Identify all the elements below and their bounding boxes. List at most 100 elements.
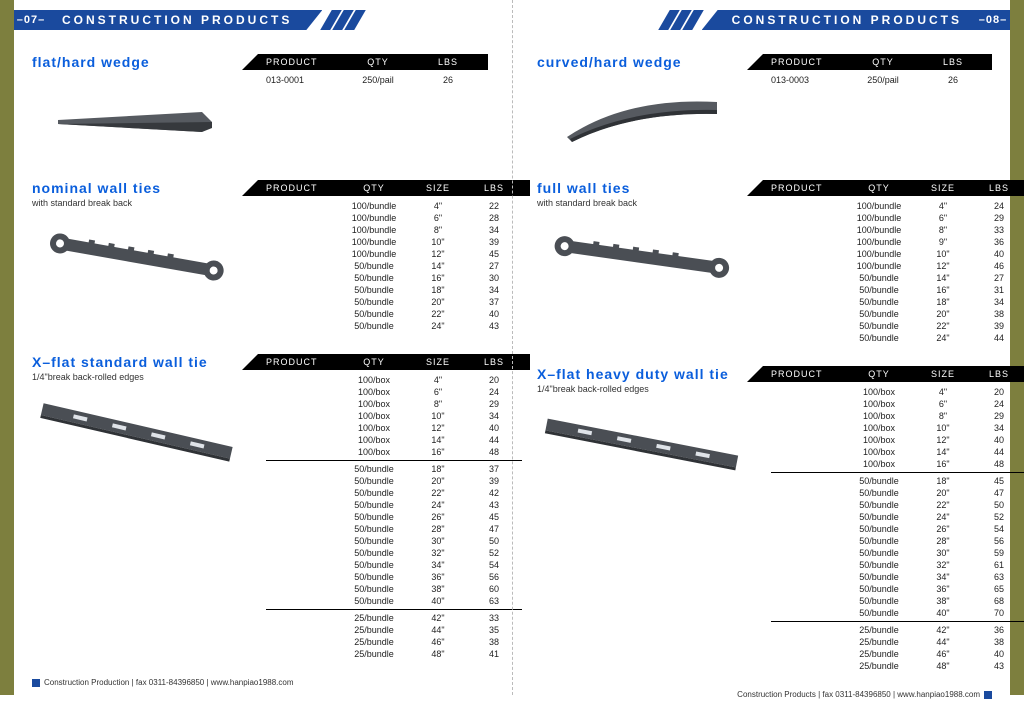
table-row: 100/bundle8"33 xyxy=(771,224,1024,236)
table-row: 25/bundle42"33 xyxy=(266,612,522,624)
header-bar-right: CONSTRUCTION PRODUCTS –08– xyxy=(513,10,1010,30)
table-row: 50/bundle20"37 xyxy=(266,296,522,308)
table-row: 50/bundle36"65 xyxy=(771,583,1024,595)
table-row: 50/bundle32"61 xyxy=(771,559,1024,571)
product-subtitle: with standard break back xyxy=(32,198,242,208)
header-title-left: CONSTRUCTION PRODUCTS xyxy=(48,10,322,30)
page-left: –07– CONSTRUCTION PRODUCTS flat/hard wed… xyxy=(0,0,512,695)
table-row: 50/bundle22"40 xyxy=(266,308,522,320)
table-row: 100/bundle12"45 xyxy=(266,248,522,260)
table-row: 100/box16"48 xyxy=(771,458,1024,470)
table-row: 50/bundle22"50 xyxy=(771,499,1024,511)
table-row: 100/box14"44 xyxy=(771,446,1024,458)
table-header: PRODUCT QTY LBS xyxy=(747,54,992,70)
table-row: 50/bundle26"45 xyxy=(266,511,522,523)
product-title: flat/hard wedge xyxy=(32,54,242,70)
product-title: X–flat heavy duty wall tie xyxy=(537,366,747,382)
footer-right: Construction Products | fax 0311-8439685… xyxy=(513,684,1024,709)
product-title: full wall ties xyxy=(537,180,747,196)
product-subtitle: with standard break back xyxy=(537,198,747,208)
footer-left: Construction Production | fax 0311-84396… xyxy=(0,672,512,697)
product-xflat-standard: X–flat standard wall tie 1/4"break back-… xyxy=(32,354,488,664)
table-row: 013-0003250/pail26 xyxy=(771,74,984,86)
table-body: 013-0003250/pail26 xyxy=(747,70,992,90)
table-row: 50/bundle34"63 xyxy=(771,571,1024,583)
table-body: 100/box4"20100/box6"24100/box8"29100/box… xyxy=(242,370,530,664)
table-header: PRODUCT QTY SIZE LBS xyxy=(242,180,530,196)
product-subtitle: 1/4"break back-rolled edges xyxy=(537,384,747,394)
product-curved-hard-wedge: curved/hard wedge PRODUCT QTY LBS 013-00… xyxy=(537,54,992,162)
table-row: 50/bundle18"37 xyxy=(266,463,522,475)
table-row: 100/box8"29 xyxy=(771,410,1024,422)
table-row: 50/bundle24"52 xyxy=(771,511,1024,523)
header-slashes-icon xyxy=(660,10,702,30)
table-row: 50/bundle20"39 xyxy=(266,475,522,487)
table-row: 100/box16"48 xyxy=(266,446,522,458)
table-row: 50/bundle14"27 xyxy=(771,272,1024,284)
product-nominal-wall-ties: nominal wall ties with standard break ba… xyxy=(32,180,488,336)
table-row: 100/bundle6"29 xyxy=(771,212,1024,224)
page-number-right: –08– xyxy=(976,10,1010,30)
table-row: 50/bundle16"30 xyxy=(266,272,522,284)
page-number-left: –07– xyxy=(14,10,48,30)
product-flat-hard-wedge: flat/hard wedge PRODUCT QTY LBS 013-0001… xyxy=(32,54,488,162)
table-row: 50/bundle32"52 xyxy=(266,547,522,559)
table-row: 50/bundle38"60 xyxy=(266,583,522,595)
table-row: 50/bundle20"38 xyxy=(771,308,1024,320)
table-row: 100/bundle4"22 xyxy=(266,200,522,212)
footer-text: Construction Production | fax 0311-84396… xyxy=(44,678,294,687)
table-header: PRODUCT QTY SIZE LBS xyxy=(242,354,530,370)
table-row: 50/bundle40"63 xyxy=(266,595,522,607)
table-row: 100/box14"44 xyxy=(266,434,522,446)
table-row: 100/box4"20 xyxy=(771,386,1024,398)
table-row: 25/bundle44"35 xyxy=(266,624,522,636)
table-row: 100/box6"24 xyxy=(266,386,522,398)
table-row: 25/bundle48"43 xyxy=(771,660,1024,672)
table-row: 25/bundle42"36 xyxy=(771,624,1024,636)
product-xflat-heavy: X–flat heavy duty wall tie 1/4"break bac… xyxy=(537,366,992,676)
header-bar-left: –07– CONSTRUCTION PRODUCTS xyxy=(14,10,512,30)
table-row: 25/bundle44"38 xyxy=(771,636,1024,648)
table-row: 50/bundle34"54 xyxy=(266,559,522,571)
product-title: curved/hard wedge xyxy=(537,54,747,70)
table-row: 50/bundle30"59 xyxy=(771,547,1024,559)
table-row: 50/bundle26"54 xyxy=(771,523,1024,535)
table-row: 50/bundle18"34 xyxy=(266,284,522,296)
table-header: PRODUCT QTY LBS xyxy=(242,54,488,70)
table-row: 50/bundle22"39 xyxy=(771,320,1024,332)
table-row: 100/bundle4"24 xyxy=(771,200,1024,212)
product-title: X–flat standard wall tie xyxy=(32,354,242,370)
table-row: 50/bundle22"42 xyxy=(266,487,522,499)
table-body: 100/bundle4"24100/bundle6"29100/bundle8"… xyxy=(747,196,1024,348)
table-row: 50/bundle18"34 xyxy=(771,296,1024,308)
table-row: 50/bundle24"43 xyxy=(266,320,522,332)
table-row: 100/box12"40 xyxy=(266,422,522,434)
table-row: 100/box4"20 xyxy=(266,374,522,386)
table-row: 100/box8"29 xyxy=(266,398,522,410)
table-row: 25/bundle46"40 xyxy=(771,648,1024,660)
table-row: 50/bundle18"45 xyxy=(771,475,1024,487)
table-body: 013-0001250/pail26 xyxy=(242,70,488,90)
table-row: 50/bundle14"27 xyxy=(266,260,522,272)
table-row: 100/bundle6"28 xyxy=(266,212,522,224)
table-body: 100/box4"20100/box6"24100/box8"29 100/box… xyxy=(747,382,1024,676)
table-row: 100/bundle10"39 xyxy=(266,236,522,248)
content-right: curved/hard wedge PRODUCT QTY LBS 013-00… xyxy=(513,30,1024,684)
table-row: 50/bundle24"44 xyxy=(771,332,1024,344)
table-row: 50/bundle20"47 xyxy=(771,487,1024,499)
table-row: 100/bundle9"36 xyxy=(771,236,1024,248)
content-left: flat/hard wedge PRODUCT QTY LBS 013-0001… xyxy=(0,30,512,672)
header-title-right: CONSTRUCTION PRODUCTS xyxy=(702,10,976,30)
table-header: PRODUCT QTY SIZE LBS xyxy=(747,366,1024,382)
table-row: 100/box12"40 xyxy=(771,434,1024,446)
table-header: PRODUCT QTY SIZE LBS xyxy=(747,180,1024,196)
table-body: 100/bundle4"22100/bundle6"28100/bundle8"… xyxy=(242,196,530,336)
table-row: 100/box6"24 xyxy=(771,398,1024,410)
table-row: 100/bundle10"40 xyxy=(771,248,1024,260)
product-subtitle: 1/4"break back-rolled edges xyxy=(32,372,242,382)
table-row: 50/bundle30"50 xyxy=(266,535,522,547)
product-full-wall-ties: full wall ties with standard break back … xyxy=(537,180,992,348)
table-row: 50/bundle40"70 xyxy=(771,607,1024,619)
table-row: 100/box10"34 xyxy=(266,410,522,422)
header-slashes-icon xyxy=(322,10,364,30)
